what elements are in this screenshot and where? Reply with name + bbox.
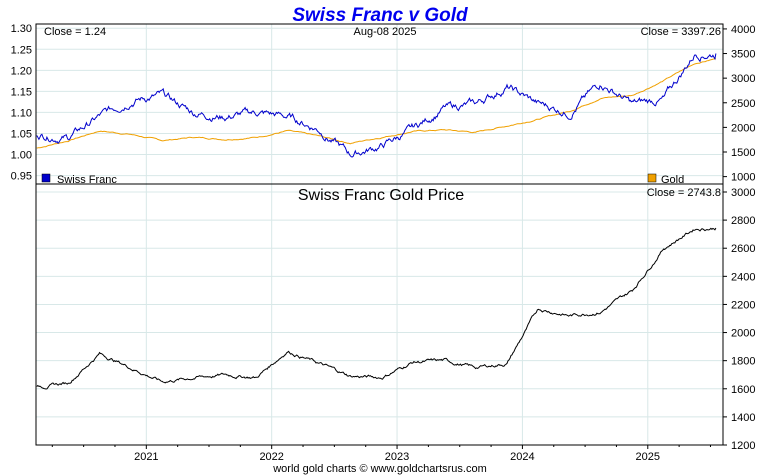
franc-close-label: Close = 1.24 <box>44 26 106 38</box>
y-right-tick-label: 1500 <box>731 147 755 159</box>
y-right-tick-label: 3500 <box>731 49 755 61</box>
bottom-right-axis-ticks: 3000 2800 2600 2400 2200 2000 1800 1600 1400 1200 <box>723 187 755 452</box>
x-tick-label-2023: 2023 <box>385 451 409 463</box>
y-left-tick-label: 1.05 <box>11 128 32 140</box>
y-left-tick-label: 0.95 <box>11 171 32 183</box>
bottom-close-label: Close = 2743.8 <box>647 187 721 199</box>
y-bottom-tick-label: 2400 <box>731 271 755 283</box>
bottom-panel-frame <box>35 183 724 446</box>
top-panel-series <box>36 53 717 158</box>
bottom-panel-grid <box>36 184 723 446</box>
y-left-tick-label: 1.25 <box>11 44 32 56</box>
legend-label-swiss-franc: Swiss Franc <box>57 174 117 186</box>
y-bottom-tick-label: 2800 <box>731 215 755 227</box>
top-panel-grid <box>36 24 723 184</box>
y-bottom-tick-label: 1400 <box>731 412 755 424</box>
y-right-tick-label: 1000 <box>731 172 755 184</box>
y-right-tick-label: 2500 <box>731 98 755 110</box>
legend-label-gold: Gold <box>661 174 684 186</box>
y-bottom-tick-label: 1800 <box>731 356 755 368</box>
x-axis-ticks: 2021 2022 2023 2024 2025 <box>51 445 711 463</box>
swiss-franc-series-line <box>36 53 717 158</box>
bottom-panel-title: Swiss Franc Gold Price <box>298 187 464 204</box>
chart-date-label: Aug-08 2025 <box>354 26 417 38</box>
y-bottom-tick-label: 2600 <box>731 243 755 255</box>
y-bottom-tick-label: 2000 <box>731 328 755 340</box>
legend-swatch-gold <box>647 173 657 183</box>
y-left-tick-label: 1.15 <box>11 86 32 98</box>
y-left-tick-label: 1.10 <box>11 107 32 119</box>
y-bottom-tick-label: 1200 <box>731 440 755 452</box>
gold-series-line <box>36 58 716 149</box>
y-right-tick-label: 4000 <box>731 24 755 36</box>
top-panel-frame <box>35 23 724 185</box>
top-right-axis-ticks: 4000 3500 3000 2500 2000 1500 1000 <box>723 24 755 184</box>
y-right-tick-label: 2000 <box>731 122 755 134</box>
legend-swatch-swiss-franc <box>41 173 51 183</box>
chf-gold-price-line <box>36 227 717 390</box>
x-tick-label-2025: 2025 <box>636 451 660 463</box>
y-left-tick-label: 1.20 <box>11 65 32 77</box>
bottom-panel-series <box>36 227 717 390</box>
y-left-tick-label: 1.00 <box>11 150 32 162</box>
y-bottom-tick-label: 1600 <box>731 384 755 396</box>
chart-title: Swiss Franc v Gold <box>292 5 468 26</box>
y-right-tick-label: 3000 <box>731 73 755 85</box>
x-tick-label-2022: 2022 <box>259 451 283 463</box>
gold-close-label: Close = 3397.26 <box>641 26 721 38</box>
y-bottom-tick-label: 3000 <box>731 187 755 199</box>
footer-credit: world gold charts © www.goldchartsrus.co… <box>272 463 487 475</box>
y-bottom-tick-label: 2200 <box>731 299 755 311</box>
top-left-axis-ticks: 1.30 1.25 1.20 1.15 1.10 1.05 1.00 0.95 <box>11 23 32 182</box>
x-tick-label-2024: 2024 <box>510 451 534 463</box>
y-left-tick-label: 1.30 <box>11 23 32 35</box>
x-tick-label-2021: 2021 <box>134 451 158 463</box>
